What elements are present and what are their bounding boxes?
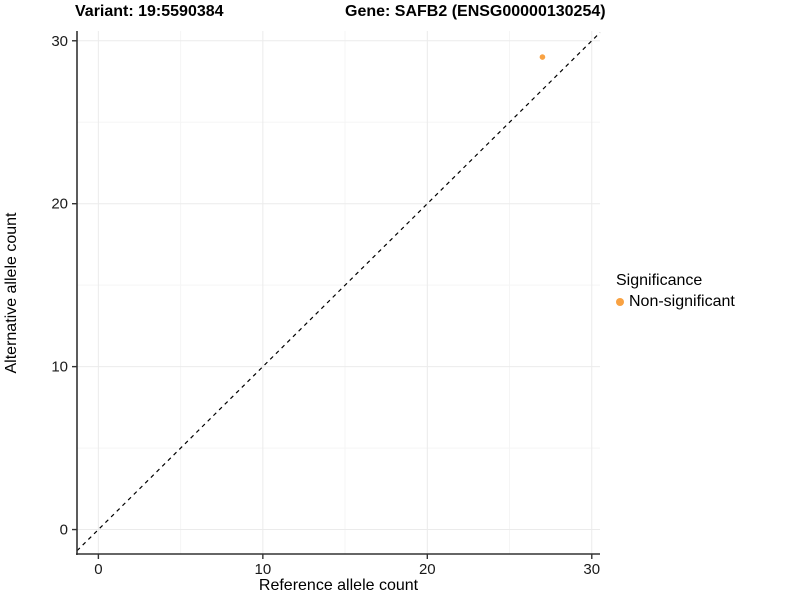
orange-dot-icon [616, 298, 624, 306]
legend-item-non-significant: Non-significant [616, 293, 735, 311]
y-tick-label: 20 [51, 196, 68, 213]
x-tick-label: 30 [583, 561, 600, 578]
legend-item-label: Non-significant [629, 293, 735, 310]
y-tick-label: 10 [51, 359, 68, 376]
gene-title: Gene: SAFB2 (ENSG00000130254) [345, 3, 606, 20]
x-tick-label: 0 [94, 561, 102, 578]
variant-title: Variant: 19:5590384 [75, 3, 224, 20]
data-point [539, 54, 546, 60]
x-axis-title: Reference allele count [258, 577, 419, 594]
legend: Significance Non-significant [616, 272, 735, 311]
identity-reference-line [76, 32, 601, 552]
legend-title: Significance [616, 272, 703, 289]
y-tick-label: 30 [51, 33, 68, 50]
y-axis-title: Alternative allele count [3, 212, 20, 374]
x-tick-label: 10 [255, 561, 272, 578]
y-tick-label: 0 [60, 522, 68, 539]
x-tick-label: 20 [419, 561, 436, 578]
